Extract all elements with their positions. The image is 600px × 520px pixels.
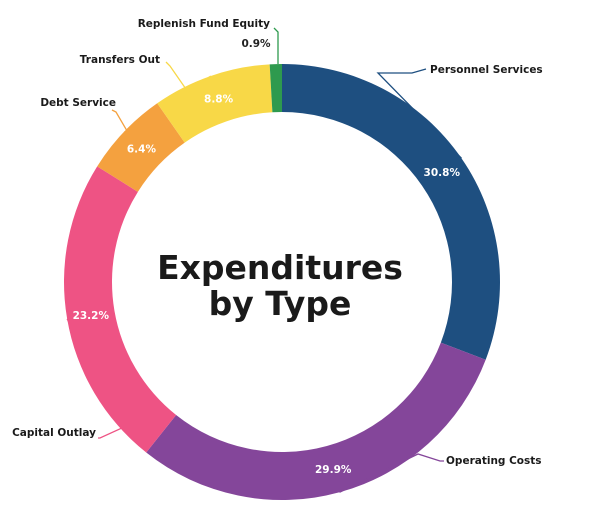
leader-line [339, 453, 444, 493]
category-label: Replenish Fund Equity [138, 18, 270, 30]
leader-line [111, 109, 131, 137]
leader-line [66, 318, 123, 439]
slice-value-label: 23.2% [73, 310, 110, 322]
slice-transfers-out [157, 64, 273, 143]
leader-line [273, 27, 279, 64]
category-label: Debt Service [40, 97, 116, 109]
chart-title-line-1: Expenditures [157, 248, 403, 287]
slice-replenish-fund-equity [269, 64, 282, 113]
chart-title-line-2: by Type [209, 284, 352, 323]
leader-line [165, 61, 212, 93]
category-label: Personnel Services [430, 64, 543, 76]
leader-line [376, 68, 462, 159]
leader-lines [66, 27, 462, 493]
slice-operating-costs [146, 342, 486, 500]
category-label: Capital Outlay [12, 427, 96, 439]
slice-capital-outlay [63, 166, 177, 453]
slice-value-label: 6.4% [127, 143, 157, 155]
category-label: Operating Costs [446, 455, 542, 467]
slice-value-label: 0.9% [241, 38, 271, 50]
slice-labels: 30.8% Personnel Services 29.9% Operating Co… [12, 18, 543, 476]
donut-slices [63, 64, 500, 500]
slice-value-label: 29.9% [315, 464, 352, 476]
slice-personnel-services [282, 64, 500, 360]
slice-value-label: 30.8% [424, 167, 461, 179]
slice-debt-service [97, 103, 185, 192]
slice-value-label: 8.8% [204, 94, 234, 106]
category-label: Transfers Out [80, 54, 160, 66]
